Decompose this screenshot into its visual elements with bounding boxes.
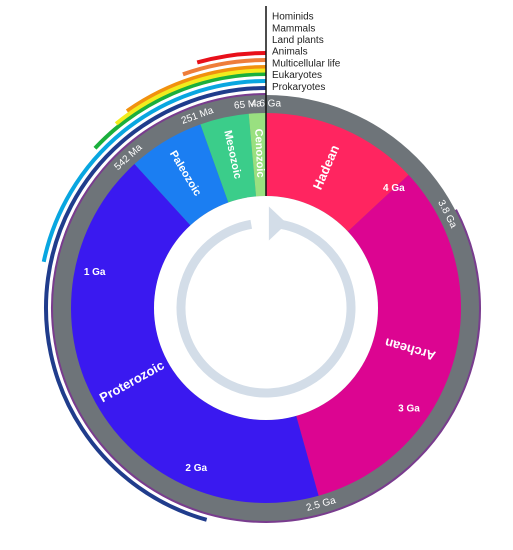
life-arc-extra	[114, 68, 266, 126]
legend-mammals: Mammals	[272, 23, 315, 34]
life-arc-hominids	[196, 51, 266, 65]
legend-land-plants: Land plants	[272, 35, 324, 46]
inner-label-4-ga: 4 Ga	[383, 183, 405, 194]
eon-wedge-cenozoic	[248, 113, 266, 197]
center-disc	[154, 196, 378, 420]
cycle-arrow-arc	[176, 218, 356, 398]
life-arc-mammals	[182, 58, 266, 77]
inner-label-3-ga: 3 Ga	[398, 404, 420, 415]
life-arc-eukaryotes	[44, 86, 266, 522]
cycle-arrow-head	[268, 206, 287, 241]
life-arc-land-plants	[125, 65, 266, 113]
legend-hominids: Hominids	[272, 12, 314, 23]
life-arc-multicellular-life	[41, 79, 266, 263]
legend-prokaryotes: Prokaryotes	[272, 82, 325, 93]
inner-label-1-ga: 1 Ga	[84, 267, 106, 278]
legend-animals: Animals	[272, 47, 308, 58]
life-arc-animals	[93, 72, 266, 150]
eon-wedge-proterozoic	[71, 164, 319, 503]
cycle-arrow-icon	[176, 206, 356, 398]
eon-label-cenozoic: Cenozoic	[252, 128, 266, 177]
eon-wedge-hadean	[266, 113, 409, 232]
eon-wedge-archean	[296, 174, 461, 496]
legend-multicellular-life: Multicellular life	[272, 58, 341, 69]
eon-wedge-mesozoic	[200, 113, 257, 203]
ring-label-65-ma: 65 Ma	[234, 98, 263, 111]
legend-eukaryotes: Eukaryotes	[272, 70, 322, 81]
eon-wedge-paleozoic	[134, 124, 229, 226]
eon-wedges-group	[71, 113, 461, 503]
inner-label-2-ga: 2 Ga	[185, 463, 207, 474]
center-hole	[154, 196, 378, 420]
